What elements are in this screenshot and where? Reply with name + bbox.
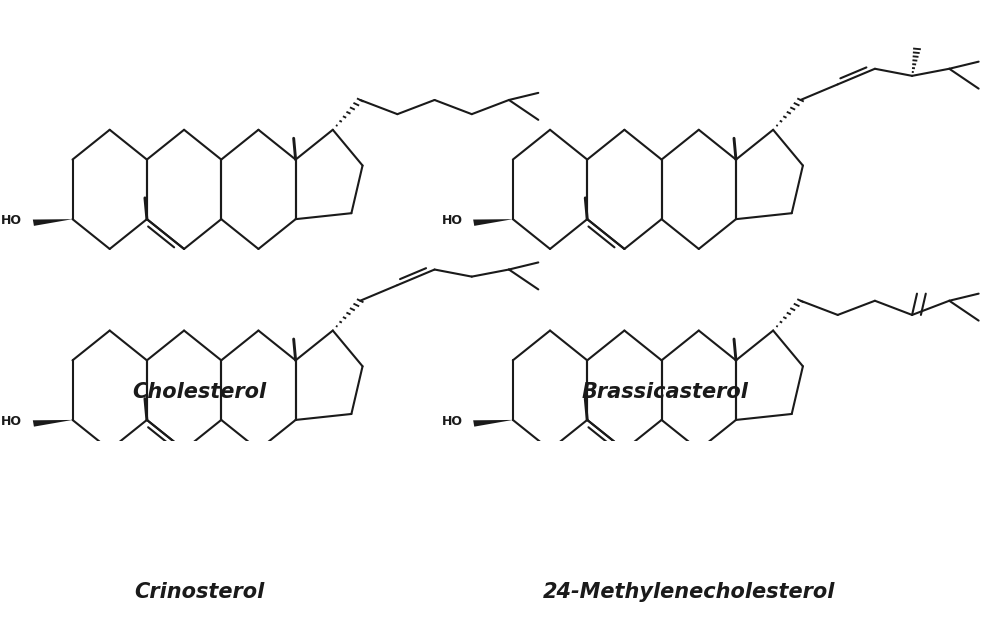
- Polygon shape: [473, 420, 513, 426]
- Text: Cholesterol: Cholesterol: [133, 381, 267, 402]
- Text: 24-Methylenecholesterol: 24-Methylenecholesterol: [543, 582, 835, 603]
- Text: HO: HO: [1, 415, 22, 428]
- Text: Crinosterol: Crinosterol: [135, 582, 265, 603]
- Text: HO: HO: [442, 415, 463, 428]
- Polygon shape: [33, 420, 73, 426]
- Text: Brassicasterol: Brassicasterol: [581, 381, 748, 402]
- Polygon shape: [33, 219, 73, 226]
- Polygon shape: [473, 219, 513, 226]
- Text: HO: HO: [442, 214, 463, 227]
- Text: HO: HO: [1, 214, 22, 227]
